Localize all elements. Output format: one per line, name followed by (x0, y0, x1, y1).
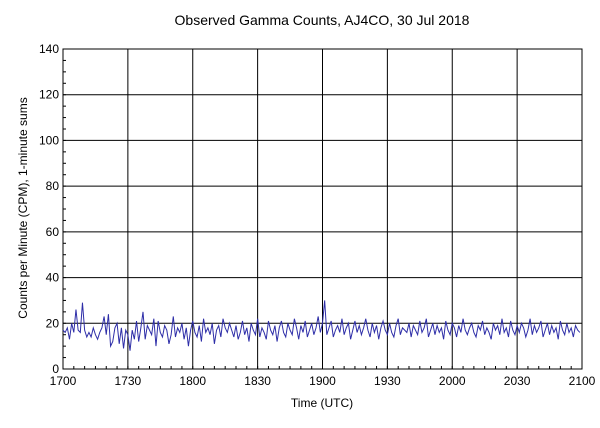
x-tick-label: 1900 (309, 374, 336, 388)
chart-title: Observed Gamma Counts, AJ4CO, 30 Jul 201… (175, 12, 470, 28)
y-tick-label: 140 (39, 42, 59, 56)
y-tick-label: 0 (52, 362, 59, 376)
x-tick-label: 1700 (50, 374, 77, 388)
x-tick-label: 2100 (569, 374, 596, 388)
plot-area: 0 20 40 60 80 100 120 140 1700 1730 1800 1830 1900 19… (39, 42, 596, 388)
x-tick-label: 1730 (115, 374, 142, 388)
y-tick-label: 120 (39, 88, 59, 102)
plot-frame (62, 48, 583, 370)
y-axis-label: Counts per Minute (CPM), 1-minute sums (16, 97, 30, 318)
y-tick-label: 80 (46, 179, 60, 193)
y-tick-label: 20 (46, 316, 60, 330)
y-tick-label: 100 (39, 133, 59, 147)
x-tick-label: 1830 (244, 374, 271, 388)
x-axis-label: Time (UTC) (291, 396, 353, 410)
x-tick-label: 2030 (504, 374, 531, 388)
y-tick-label: 60 (46, 225, 60, 239)
x-tick-label: 1930 (374, 374, 401, 388)
gamma-count-series-line (62, 300, 581, 351)
x-tick-label: 2000 (439, 374, 466, 388)
y-tick-label: 40 (46, 271, 60, 285)
x-tick-label: 1800 (179, 374, 206, 388)
